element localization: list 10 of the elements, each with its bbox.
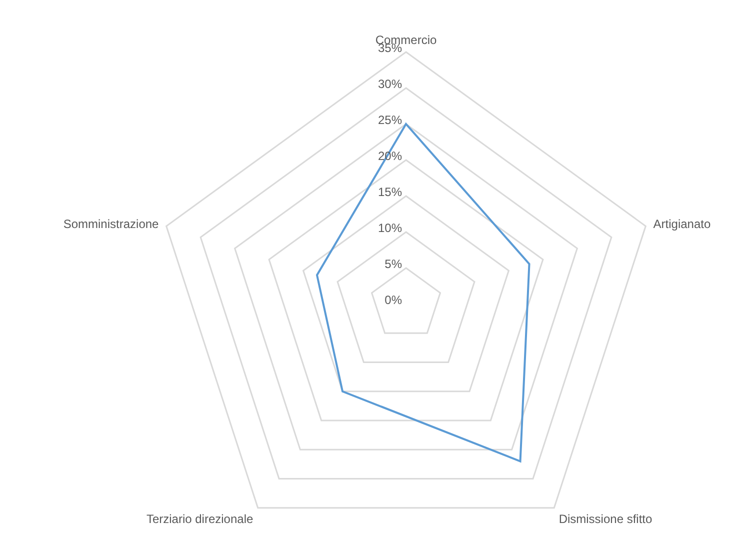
y-tick-label: 25% [378, 113, 402, 127]
y-tick-label: 5% [384, 257, 402, 271]
spoke-label: Somministrazione [63, 216, 160, 231]
y-tick-label: 30% [378, 77, 402, 91]
y-tick-label: 15% [378, 185, 402, 199]
spoke-label: Artigianato [653, 216, 711, 231]
spoke-label: Terziario direzionale [146, 512, 254, 526]
y-tick-label: 10% [378, 221, 402, 235]
y-tick-label: 0% [384, 293, 402, 307]
spoke-label: Dismissione sfitto [558, 512, 653, 526]
